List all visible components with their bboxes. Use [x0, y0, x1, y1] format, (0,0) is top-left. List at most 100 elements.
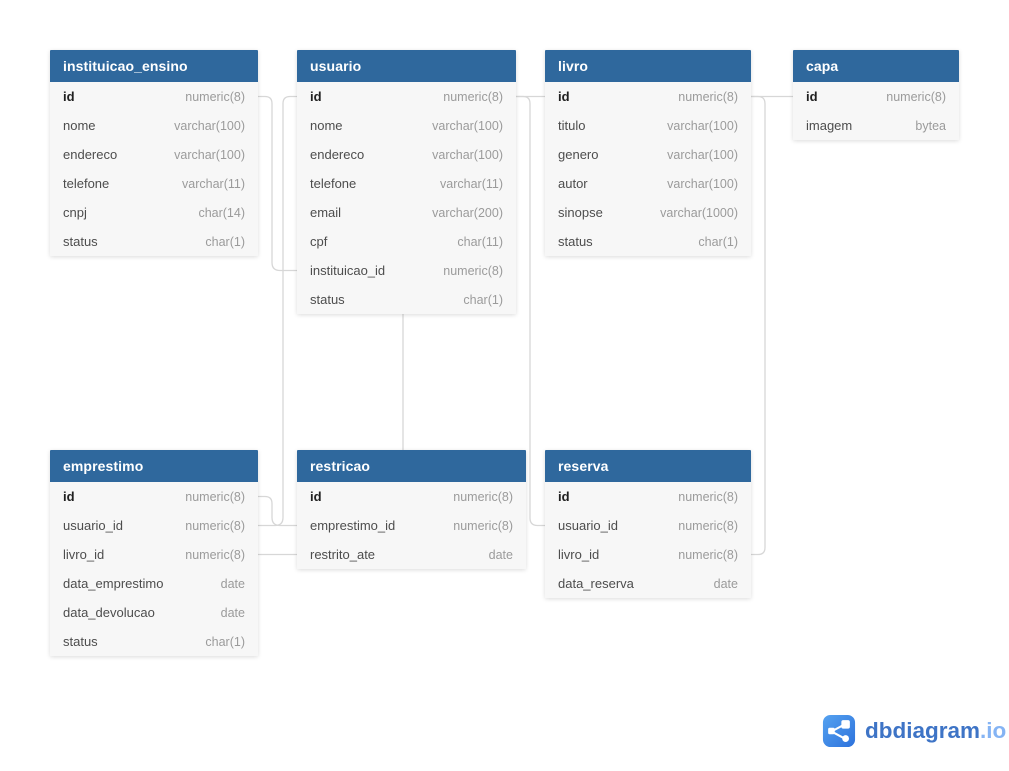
dbdiagram-logo[interactable]: dbdiagram.io — [822, 714, 1006, 748]
table-header-instituicao_ensino[interactable]: instituicao_ensino — [50, 50, 258, 82]
field-type: numeric(8) — [443, 89, 503, 104]
table-emprestimo[interactable]: emprestimo id numeric(8) usuario_id numeric(… — [50, 450, 258, 656]
field-name: emprestimo_id — [310, 518, 396, 533]
field-name: cpf — [310, 234, 328, 249]
relation-emprestimo.id-restricao.emprestimo_id[interactable] — [258, 495, 297, 527]
field-name: id — [558, 489, 570, 504]
field-name: genero — [558, 147, 599, 162]
field-row-instituicao_ensino-id[interactable]: id numeric(8) — [50, 82, 258, 111]
relation-livro.id-reserva.livro_id[interactable] — [751, 95, 766, 556]
table-header-reserva[interactable]: reserva — [545, 450, 751, 482]
table-reserva[interactable]: reserva id numeric(8) usuario_id numeric(8) l… — [545, 450, 751, 598]
field-type: char(1) — [698, 234, 738, 249]
field-name: endereco — [63, 147, 118, 162]
table-body-livro: id numeric(8) titulo varchar(100) genero varc… — [545, 82, 751, 256]
relation-usuario.id-emprestimo.usuario_id[interactable] — [258, 95, 297, 527]
field-type: numeric(8) — [886, 89, 946, 104]
field-row-usuario-id[interactable]: id numeric(8) — [297, 82, 516, 111]
field-type: char(14) — [198, 205, 245, 220]
field-row-emprestimo-data_devolucao[interactable]: data_devolucao date — [50, 598, 258, 627]
field-name: id — [310, 489, 322, 504]
field-row-livro-status[interactable]: status char(1) — [545, 227, 751, 256]
field-row-usuario-endereco[interactable]: endereco varchar(100) — [297, 140, 516, 169]
field-row-restricao-id[interactable]: id numeric(8) — [297, 482, 526, 511]
field-row-usuario-telefone[interactable]: telefone varchar(11) — [297, 169, 516, 198]
field-row-instituicao_ensino-status[interactable]: status char(1) — [50, 227, 258, 256]
field-row-emprestimo-status[interactable]: status char(1) — [50, 627, 258, 656]
field-type: varchar(11) — [182, 176, 245, 191]
field-row-emprestimo-data_emprestimo[interactable]: data_emprestimo date — [50, 569, 258, 598]
field-type: numeric(8) — [185, 489, 245, 504]
field-name: id — [63, 89, 75, 104]
field-row-livro-genero[interactable]: genero varchar(100) — [545, 140, 751, 169]
table-instituicao_ensino[interactable]: instituicao_ensino id numeric(8) nome varcha… — [50, 50, 258, 256]
field-type: varchar(100) — [174, 147, 245, 162]
field-type: char(1) — [205, 234, 245, 249]
field-row-emprestimo-usuario_id[interactable]: usuario_id numeric(8) — [50, 511, 258, 540]
field-row-usuario-status[interactable]: status char(1) — [297, 285, 516, 314]
field-row-reserva-id[interactable]: id numeric(8) — [545, 482, 751, 511]
table-header-capa[interactable]: capa — [793, 50, 959, 82]
field-type: varchar(100) — [667, 118, 738, 133]
field-name: usuario_id — [63, 518, 123, 533]
dbdiagram-icon — [822, 714, 856, 748]
field-row-capa-id[interactable]: id numeric(8) — [793, 82, 959, 111]
table-header-restricao[interactable]: restricao — [297, 450, 526, 482]
table-body-capa: id numeric(8) imagem bytea — [793, 82, 959, 140]
field-type: date — [220, 605, 245, 620]
field-row-reserva-livro_id[interactable]: livro_id numeric(8) — [545, 540, 751, 569]
table-livro[interactable]: livro id numeric(8) titulo varchar(100) gener… — [545, 50, 751, 256]
field-row-usuario-nome[interactable]: nome varchar(100) — [297, 111, 516, 140]
field-name: id — [310, 89, 322, 104]
table-body-reserva: id numeric(8) usuario_id numeric(8) livro_id… — [545, 482, 751, 598]
field-type: varchar(1000) — [660, 205, 738, 220]
field-name: cnpj — [63, 205, 87, 220]
field-row-restricao-restrito_ate[interactable]: restrito_ate date — [297, 540, 526, 569]
field-row-instituicao_ensino-cnpj[interactable]: cnpj char(14) — [50, 198, 258, 227]
field-row-reserva-usuario_id[interactable]: usuario_id numeric(8) — [545, 511, 751, 540]
field-row-emprestimo-livro_id[interactable]: livro_id numeric(8) — [50, 540, 258, 569]
field-row-livro-autor[interactable]: autor varchar(100) — [545, 169, 751, 198]
field-type: date — [488, 547, 513, 562]
field-row-emprestimo-id[interactable]: id numeric(8) — [50, 482, 258, 511]
field-type: varchar(100) — [174, 118, 245, 133]
field-row-usuario-email[interactable]: email varchar(200) — [297, 198, 516, 227]
table-header-usuario[interactable]: usuario — [297, 50, 516, 82]
field-name: nome — [63, 118, 96, 133]
dbdiagram-logo-text: dbdiagram.io — [865, 718, 1007, 743]
field-row-livro-id[interactable]: id numeric(8) — [545, 82, 751, 111]
table-restricao[interactable]: restricao id numeric(8) emprestimo_id numeri… — [297, 450, 526, 569]
field-type: numeric(8) — [443, 263, 503, 278]
field-row-usuario-cpf[interactable]: cpf char(11) — [297, 227, 516, 256]
field-name: endereco — [310, 147, 365, 162]
field-type: numeric(8) — [678, 89, 738, 104]
field-row-livro-titulo[interactable]: titulo varchar(100) — [545, 111, 751, 140]
field-name: data_emprestimo — [63, 576, 164, 591]
table-usuario[interactable]: usuario id numeric(8) nome varchar(100) ender… — [297, 50, 516, 314]
field-name: id — [806, 89, 818, 104]
field-type: date — [220, 576, 245, 591]
field-row-capa-imagem[interactable]: imagem bytea — [793, 111, 959, 140]
field-row-restricao-emprestimo_id[interactable]: emprestimo_id numeric(8) — [297, 511, 526, 540]
field-type: varchar(100) — [667, 147, 738, 162]
field-type: varchar(11) — [440, 176, 503, 191]
field-name: status — [63, 234, 98, 249]
field-type: date — [713, 576, 738, 591]
field-row-reserva-data_reserva[interactable]: data_reserva date — [545, 569, 751, 598]
field-name: sinopse — [558, 205, 603, 220]
field-type: varchar(100) — [432, 147, 503, 162]
field-name: autor — [558, 176, 588, 191]
field-row-usuario-instituicao_id[interactable]: instituicao_id numeric(8) — [297, 256, 516, 285]
field-row-livro-sinopse[interactable]: sinopse varchar(1000) — [545, 198, 751, 227]
field-row-instituicao_ensino-telefone[interactable]: telefone varchar(11) — [50, 169, 258, 198]
field-row-instituicao_ensino-nome[interactable]: nome varchar(100) — [50, 111, 258, 140]
field-row-instituicao_ensino-endereco[interactable]: endereco varchar(100) — [50, 140, 258, 169]
field-name: id — [558, 89, 570, 104]
relation-instituicao_ensino.id-usuario.instituicao_id[interactable] — [258, 95, 297, 272]
table-header-emprestimo[interactable]: emprestimo — [50, 450, 258, 482]
field-type: numeric(8) — [453, 489, 513, 504]
table-capa[interactable]: capa id numeric(8) imagem bytea — [793, 50, 959, 140]
field-name: livro_id — [558, 547, 600, 562]
table-header-livro[interactable]: livro — [545, 50, 751, 82]
